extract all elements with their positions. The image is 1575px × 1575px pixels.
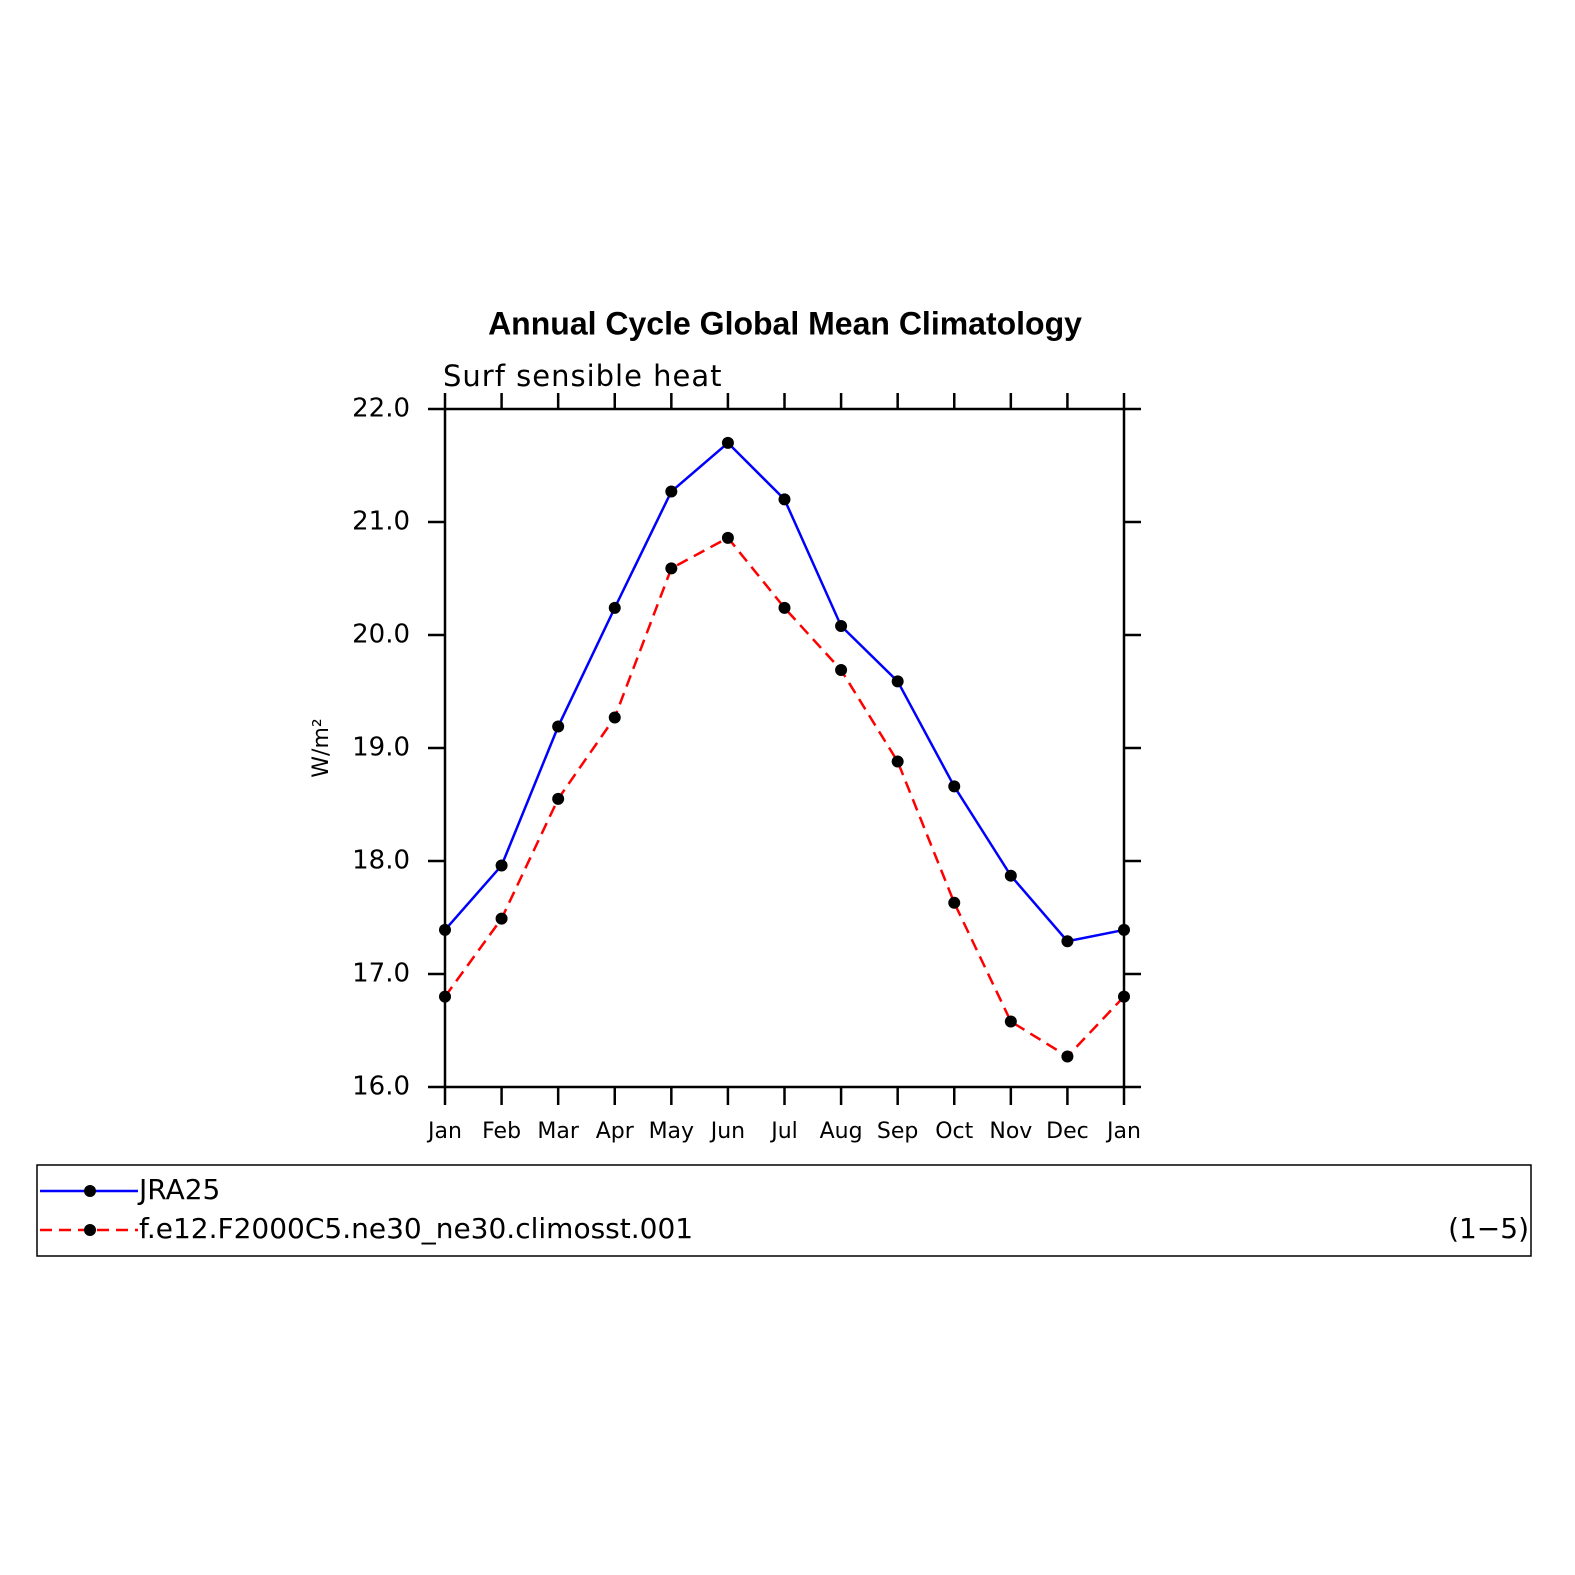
data-point — [495, 912, 508, 925]
plot-frame — [443, 407, 1126, 1089]
x-tick-label: Jun — [709, 1119, 745, 1144]
x-tick-label: Sep — [877, 1119, 918, 1144]
y-tick-label: 18.0 — [352, 846, 410, 876]
data-point — [835, 619, 848, 632]
x-tick-label: Jan — [426, 1119, 462, 1144]
legend-marker — [84, 1224, 96, 1236]
data-point — [1061, 935, 1074, 948]
y-tick-label: 22.0 — [352, 394, 410, 424]
data-point — [1004, 1015, 1017, 1028]
data-point — [495, 859, 508, 872]
chart-subtitle: Surf sensible heat — [443, 359, 723, 393]
data-point — [608, 601, 621, 614]
legend-label: JRA25 — [137, 1173, 220, 1206]
data-point — [891, 675, 904, 688]
x-tick-label: Jul — [769, 1119, 798, 1144]
legend-marker — [84, 1185, 96, 1197]
data-point — [439, 923, 451, 936]
chart-title: Annual Cycle Global Mean Climatology — [488, 305, 1082, 341]
data-point — [1118, 923, 1130, 936]
y-tick-label: 16.0 — [352, 1072, 410, 1102]
annotation: (1−5) — [1448, 1212, 1529, 1245]
y-tick-label: 19.0 — [352, 733, 410, 763]
data-point — [778, 601, 791, 614]
x-tick-label: Mar — [537, 1119, 579, 1144]
data-point — [665, 485, 678, 498]
data-point — [1004, 869, 1017, 882]
x-tick-label: Apr — [596, 1119, 635, 1144]
y-axis-label: W/m² — [309, 718, 334, 777]
x-tick-label: Aug — [820, 1119, 863, 1144]
data-point — [552, 720, 565, 733]
x-tick-label: Feb — [482, 1119, 521, 1144]
series-line — [443, 536, 1125, 1059]
data-point — [552, 792, 565, 805]
x-tick-label: Oct — [935, 1119, 973, 1144]
data-point — [665, 562, 678, 575]
data-point — [721, 531, 734, 544]
data-point — [835, 664, 848, 677]
x-tick-label: Dec — [1046, 1119, 1089, 1144]
y-tick-label: 17.0 — [352, 959, 410, 989]
legend-label: f.e12.F2000C5.ne30_ne30.climosst.001 — [139, 1212, 693, 1245]
x-tick-label: Nov — [989, 1119, 1032, 1144]
data-point — [1061, 1050, 1074, 1063]
data-point — [721, 436, 734, 449]
data-point — [608, 711, 621, 724]
data-point — [891, 755, 904, 768]
y-tick-label: 20.0 — [352, 620, 410, 650]
x-tick-label: Jan — [1105, 1119, 1141, 1144]
y-tick-label: 21.0 — [352, 507, 410, 537]
data-point — [1118, 990, 1130, 1003]
x-tick-label: May — [649, 1119, 694, 1144]
data-point — [948, 780, 961, 793]
legend-box — [36, 1164, 1532, 1257]
data-point — [778, 493, 791, 506]
data-point — [948, 896, 961, 909]
data-point — [439, 990, 451, 1003]
series-line — [444, 441, 1125, 943]
